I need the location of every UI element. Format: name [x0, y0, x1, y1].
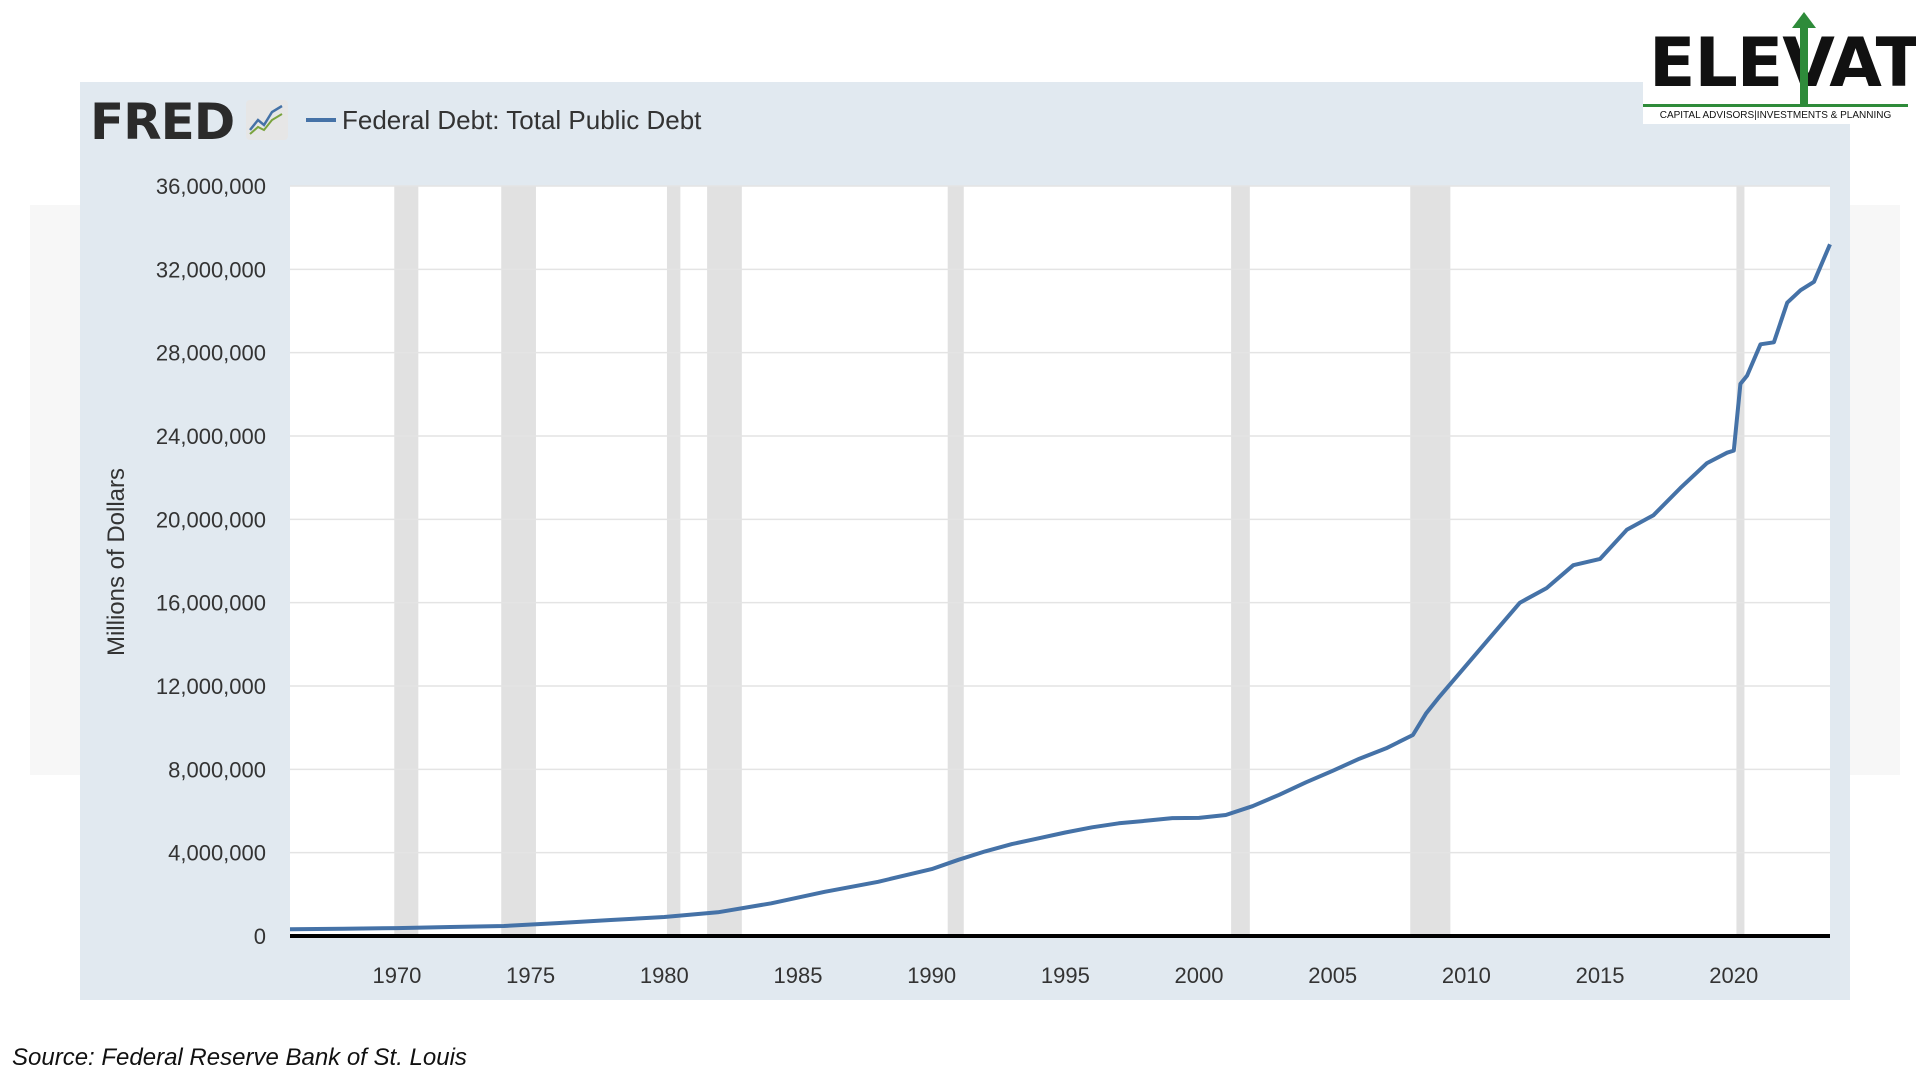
y-tick-label: 36,000,000: [156, 174, 266, 199]
legend-swatch: [306, 118, 336, 122]
elevate-wordmark: ELEVATE: [1649, 24, 1916, 103]
y-tick-label: 32,000,000: [156, 257, 266, 282]
y-tick-label: 28,000,000: [156, 341, 266, 366]
fred-chart-icon: [246, 100, 288, 140]
x-tick-label: 2000: [1175, 963, 1224, 988]
up-arrow-icon: [1792, 12, 1816, 104]
x-tick-label: 2005: [1308, 963, 1357, 988]
recession-shading: [394, 186, 1745, 936]
recession-band-1: [501, 186, 536, 936]
fred-logo: FRED: [90, 93, 235, 151]
x-tick-label: 1980: [640, 963, 689, 988]
x-tick-label: 2010: [1442, 963, 1491, 988]
series-line-federal-debt: [289, 243, 1832, 932]
source-note: Source: Federal Reserve Bank of St. Loui…: [12, 1044, 467, 1071]
elevate-tagline: CAPITAL ADVISORS|INVESTMENTS & PLANNING: [1659, 110, 1892, 121]
recession-band-0: [394, 186, 419, 936]
x-tick-label: 1975: [506, 963, 555, 988]
x-tick-labels: 1970 1975 1980 1985 1990 1995 2000 2005 2010 2015…: [372, 963, 1758, 988]
y-tick-label: 12,000,000: [156, 674, 266, 699]
y-axis-label: Millions of Dollars: [103, 468, 130, 656]
plot-area: [290, 186, 1830, 938]
x-tick-label: 1970: [372, 963, 421, 988]
recession-band-5: [1231, 186, 1250, 936]
y-tick-label: 4,000,000: [168, 841, 266, 866]
y-tick-label: 24,000,000: [156, 424, 266, 449]
recession-band-4: [947, 186, 964, 936]
y-tick-labels: 0 4,000,000 8,000,000 12,000,000 16,000,000 2…: [156, 174, 266, 949]
recession-band-6: [1410, 186, 1451, 936]
y-tick-label: 0: [254, 924, 266, 949]
y-tick-label: 20,000,000: [156, 507, 266, 532]
x-tick-label: 2015: [1576, 963, 1625, 988]
x-tick-label: 1995: [1041, 963, 1090, 988]
recession-band-3: [707, 186, 742, 936]
x-tick-label: 1990: [907, 963, 956, 988]
recession-band-7: [1736, 186, 1745, 936]
x-tick-label: 2020: [1709, 963, 1758, 988]
gridlines: [290, 185, 1830, 854]
legend-label: Federal Debt: Total Public Debt: [342, 105, 702, 135]
y-tick-label: 8,000,000: [168, 757, 266, 782]
recession-band-2: [666, 186, 681, 936]
elevate-logo: ELEVATE CAPITAL ADVISORS|INVESTMENTS & P…: [1643, 12, 1916, 124]
x-tick-label: 1985: [774, 963, 823, 988]
y-tick-label: 16,000,000: [156, 591, 266, 616]
elevate-rule: [1643, 104, 1908, 107]
